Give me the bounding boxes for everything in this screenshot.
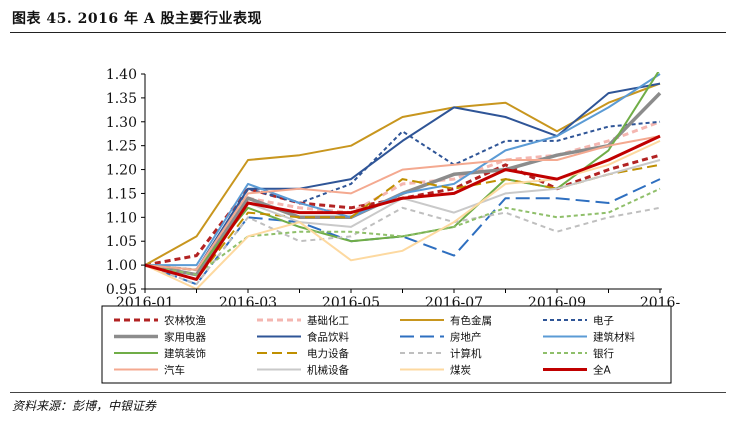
legend-label-2: 有色金属 [450, 314, 492, 327]
y-tick-label: 1.20 [106, 163, 137, 179]
plot-area [145, 72, 662, 290]
y-tick-label: 1.15 [106, 186, 137, 202]
legend-label-8: 建筑装饰 [164, 347, 206, 360]
legend-label-5: 食品饮料 [307, 331, 349, 344]
y-tick-label: 1.30 [106, 115, 137, 131]
legend-label-12: 汽车 [164, 364, 185, 377]
y-tick-label: 1.25 [106, 139, 137, 155]
series-line-5 [145, 82, 661, 271]
series-line-10 [145, 206, 661, 286]
legend-label-9: 电力设备 [307, 347, 349, 360]
y-tick-label: 1.05 [106, 234, 137, 250]
legend-label-3: 电子 [593, 314, 614, 327]
legend-label-0: 农林牧渔 [164, 314, 206, 327]
y-tick-label: 1.00 [106, 258, 137, 274]
legend-label-10: 计算机 [450, 347, 482, 360]
footer-divider [10, 392, 726, 393]
source-note: 资料来源：彭博，中银证券 [12, 399, 157, 413]
series-line-1 [145, 120, 661, 272]
series-line-15 [145, 134, 661, 281]
legend-label-6: 房地产 [450, 331, 482, 344]
legend-label-11: 银行 [593, 347, 614, 360]
series-lines [145, 72, 662, 290]
y-tick-label: 1.10 [106, 210, 137, 226]
series-line-11 [145, 187, 661, 276]
y-tick-label: 0.95 [106, 282, 137, 298]
series-line-14 [145, 139, 661, 290]
legend-label-15: 全A [593, 364, 611, 377]
legend-label-14: 煤炭 [450, 364, 471, 377]
legend-label-13: 机械设备 [307, 364, 349, 377]
y-tick-label: 1.40 [106, 67, 137, 83]
title-divider [10, 32, 726, 33]
y-tick-label: 1.35 [106, 91, 137, 107]
legend-label-7: 建筑材料 [593, 331, 635, 344]
legend-label-4: 家用电器 [164, 331, 206, 344]
figure-title: 图表 45. 2016 年 A 股主要行业表现 [12, 11, 263, 27]
line-chart: 0.95 1.00 1.05 1.10 1.15 1.20 1.25 1.30 1.35 1.40… [101, 67, 680, 384]
series-line-12 [145, 135, 661, 271]
legend-label-1: 基础化工 [307, 314, 349, 327]
series-line-7 [145, 73, 661, 267]
